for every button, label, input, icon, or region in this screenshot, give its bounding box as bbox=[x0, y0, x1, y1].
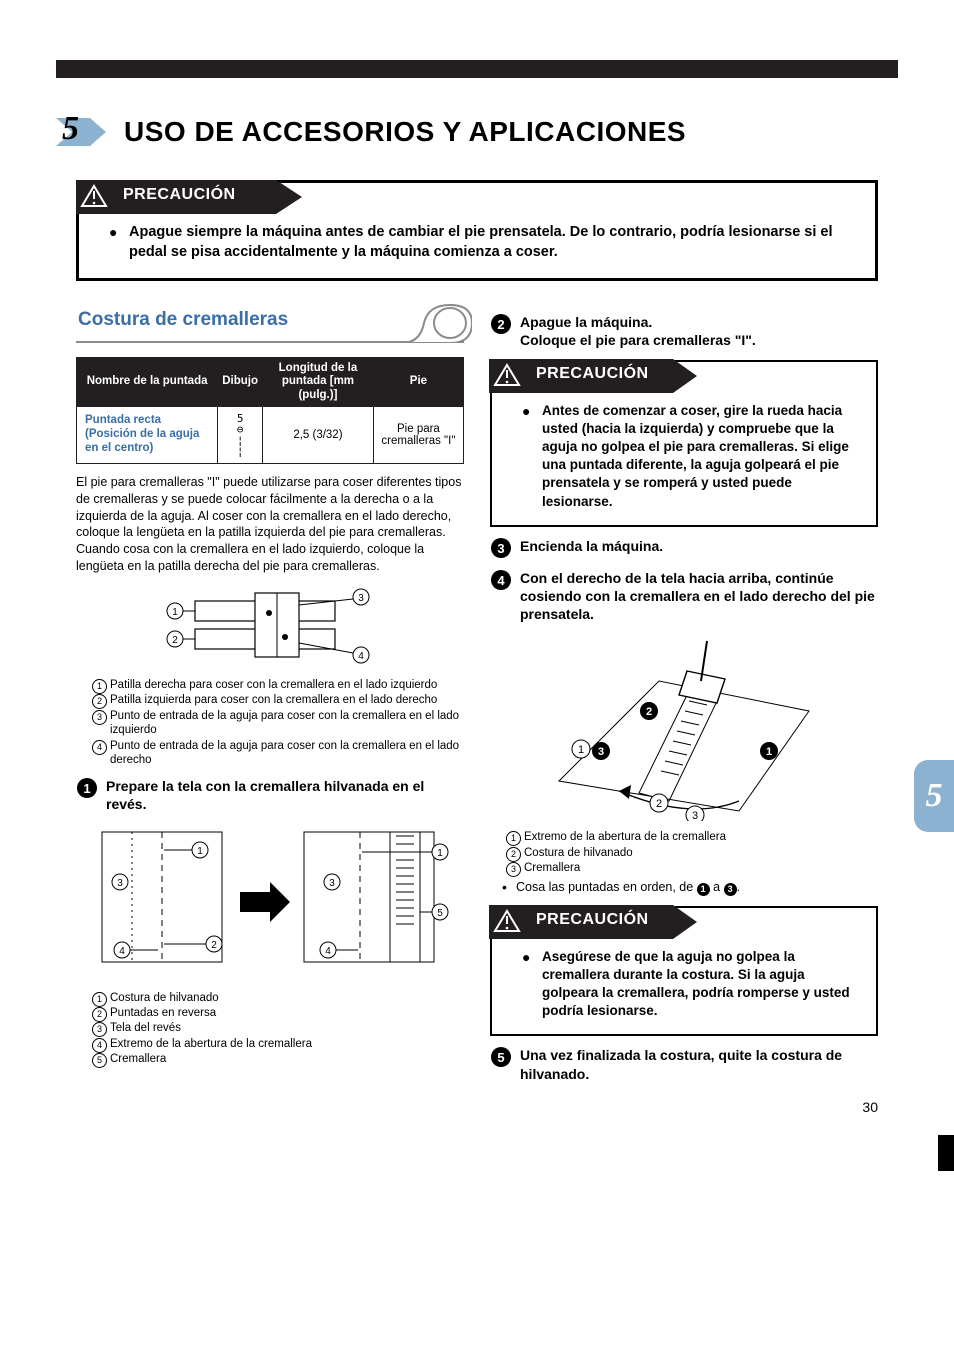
svg-text:1: 1 bbox=[83, 781, 90, 796]
figure-foot-diagram: 1 2 3 4 bbox=[76, 583, 464, 674]
step-badge-4: 4 bbox=[490, 569, 512, 591]
stitch-table: Nombre de la puntada Dibujo Longitud de … bbox=[76, 357, 464, 464]
fig2-c2: Puntadas en reversa bbox=[92, 1006, 464, 1020]
svg-text:2: 2 bbox=[211, 940, 217, 951]
step2b-text: Coloque el pie para cremalleras "I". bbox=[520, 331, 756, 349]
svg-text:2: 2 bbox=[646, 706, 652, 718]
order-badge-3: 3 bbox=[724, 883, 737, 896]
chapter-header: 5 USO DE ACCESORIOS Y APLICACIONES bbox=[56, 112, 898, 152]
caution-box-2: PRECAUCIÓN Antes de comenzar a coser, gi… bbox=[490, 360, 878, 527]
svg-text:3: 3 bbox=[358, 593, 364, 604]
side-tab: 5 bbox=[914, 760, 954, 832]
fig2-c1: Costura de hilvanado bbox=[92, 991, 464, 1005]
figure-sewing: 2 3 1 1 2 3 bbox=[490, 631, 878, 826]
caution-label-3: PRECAUCIÓN bbox=[536, 911, 649, 929]
draw-num: 5 bbox=[237, 412, 244, 425]
step4-text: Con el derecho de la tela hacia arriba, … bbox=[520, 569, 878, 624]
svg-text:2: 2 bbox=[172, 635, 178, 646]
note-mid: a bbox=[710, 880, 724, 894]
svg-text:3: 3 bbox=[329, 878, 335, 889]
fig1-callout-list: Patilla derecha para coser con la cremal… bbox=[76, 678, 464, 767]
fig2-callout-list: Costura de hilvanado Puntadas en reversa… bbox=[76, 991, 464, 1067]
caution-box-3: PRECAUCIÓN Asegúrese de que la aguja no … bbox=[490, 906, 878, 1037]
sew-order-note: Cosa las puntadas en orden, de 1 a 3. bbox=[490, 880, 878, 896]
side-black-marker bbox=[938, 1135, 954, 1171]
svg-text:1: 1 bbox=[197, 846, 203, 857]
step-4: 4 Con el derecho de la tela hacia arriba… bbox=[490, 569, 878, 624]
note-post: . bbox=[737, 880, 740, 894]
svg-text:4: 4 bbox=[358, 651, 364, 662]
chapter-title: USO DE ACCESORIOS Y APLICACIONES bbox=[124, 116, 686, 148]
step5-text: Una vez finalizada la costura, quite la … bbox=[520, 1046, 878, 1082]
caution3-text: Asegúrese de que la aguja no golpea la c… bbox=[522, 948, 858, 1021]
fig3-callout-list: Extremo de la abertura de la cremallera … bbox=[490, 830, 878, 875]
fig2-c3: Tela del revés bbox=[92, 1021, 464, 1035]
top-caution-box: PRECAUCIÓN Apague siempre la máquina ant… bbox=[76, 180, 878, 281]
fig1-c4: Punto de entrada de la aguja para coser … bbox=[92, 739, 464, 768]
fig3-c2: Costura de hilvanado bbox=[506, 846, 878, 860]
section-heading: Costura de cremalleras bbox=[76, 303, 464, 343]
th-draw: Dibujo bbox=[218, 358, 263, 407]
th-foot: Pie bbox=[373, 358, 463, 407]
step-badge-3: 3 bbox=[490, 537, 512, 559]
fig1-c1: Patilla derecha para coser con la cremal… bbox=[92, 678, 464, 692]
svg-text:3: 3 bbox=[598, 746, 604, 758]
th-length: Longitud de la puntada [mm (pulg.)] bbox=[263, 358, 374, 407]
left-column: Costura de cremalleras Nombre de la punt… bbox=[76, 303, 464, 1089]
fig3-c3: Cremallera bbox=[506, 861, 878, 875]
svg-text:3: 3 bbox=[117, 878, 123, 889]
page-number: 30 bbox=[862, 1099, 878, 1115]
intro-paragraph: El pie para cremalleras "I" puede utiliz… bbox=[76, 474, 464, 575]
caution2-text: Antes de comenzar a coser, gire la rueda… bbox=[522, 402, 858, 511]
step-2: 2 Apague la máquina. Coloque el pie para… bbox=[490, 313, 878, 349]
svg-text:1: 1 bbox=[172, 607, 178, 618]
caution-label-2: PRECAUCIÓN bbox=[536, 365, 649, 383]
svg-text:5: 5 bbox=[437, 908, 443, 919]
svg-text:4: 4 bbox=[497, 573, 505, 588]
td-draw: 5⊖¦¦ bbox=[218, 406, 263, 463]
step-badge-1: 1 bbox=[76, 777, 98, 799]
top-caution-text: Apague siempre la máquina antes de cambi… bbox=[109, 223, 857, 262]
svg-text:5: 5 bbox=[497, 1050, 504, 1065]
step-1: 1 Prepare la tela con la cremallera hilv… bbox=[76, 777, 464, 813]
svg-text:2: 2 bbox=[656, 798, 662, 810]
side-tab-num: 5 bbox=[926, 777, 943, 815]
step-badge-5: 5 bbox=[490, 1046, 512, 1068]
fig1-c3: Punto de entrada de la aguja para coser … bbox=[92, 709, 464, 738]
svg-text:1: 1 bbox=[437, 848, 443, 859]
step-3: 3 Encienda la máquina. bbox=[490, 537, 878, 559]
chapter-arrow-icon: 5 bbox=[56, 112, 110, 152]
step3-text: Encienda la máquina. bbox=[520, 537, 663, 555]
fig3-c1: Extremo de la abertura de la cremallera bbox=[506, 830, 878, 844]
svg-text:4: 4 bbox=[325, 946, 331, 957]
fig2-c4: Extremo de la abertura de la cremallera bbox=[92, 1037, 464, 1051]
step1-text: Prepare la tela con la cremallera hilvan… bbox=[106, 777, 464, 813]
th-name: Nombre de la puntada bbox=[77, 358, 218, 407]
td-stitch-name: Puntada recta (Posición de la aguja en e… bbox=[77, 406, 218, 463]
chapter-number: 5 bbox=[62, 110, 79, 148]
step-5: 5 Una vez finalizada la costura, quite l… bbox=[490, 1046, 878, 1082]
caution-label: PRECAUCIÓN bbox=[123, 186, 236, 204]
order-badge-1: 1 bbox=[697, 883, 710, 896]
note-pre: Cosa las puntadas en orden, de bbox=[516, 880, 697, 894]
fig2-c5: Cremallera bbox=[92, 1052, 464, 1066]
td-length: 2,5 (3/32) bbox=[263, 406, 374, 463]
step-badge-2: 2 bbox=[490, 313, 512, 335]
svg-text:3: 3 bbox=[497, 541, 504, 556]
svg-text:3: 3 bbox=[692, 810, 698, 821]
figure-fabric-prep: 1 3 4 2 1 3 4 5 bbox=[76, 822, 464, 987]
step2a-text: Apague la máquina. bbox=[520, 313, 756, 331]
right-column: 2 Apague la máquina. Coloque el pie para… bbox=[490, 303, 878, 1089]
fig1-c2: Patilla izquierda para coser con la crem… bbox=[92, 693, 464, 707]
top-black-bar bbox=[56, 60, 898, 78]
svg-text:2: 2 bbox=[497, 317, 504, 332]
heading-cap-icon bbox=[402, 303, 472, 343]
svg-text:4: 4 bbox=[119, 946, 125, 957]
td-foot: Pie para cremalleras "I" bbox=[373, 406, 463, 463]
svg-text:1: 1 bbox=[578, 744, 584, 756]
svg-text:1: 1 bbox=[766, 746, 772, 758]
